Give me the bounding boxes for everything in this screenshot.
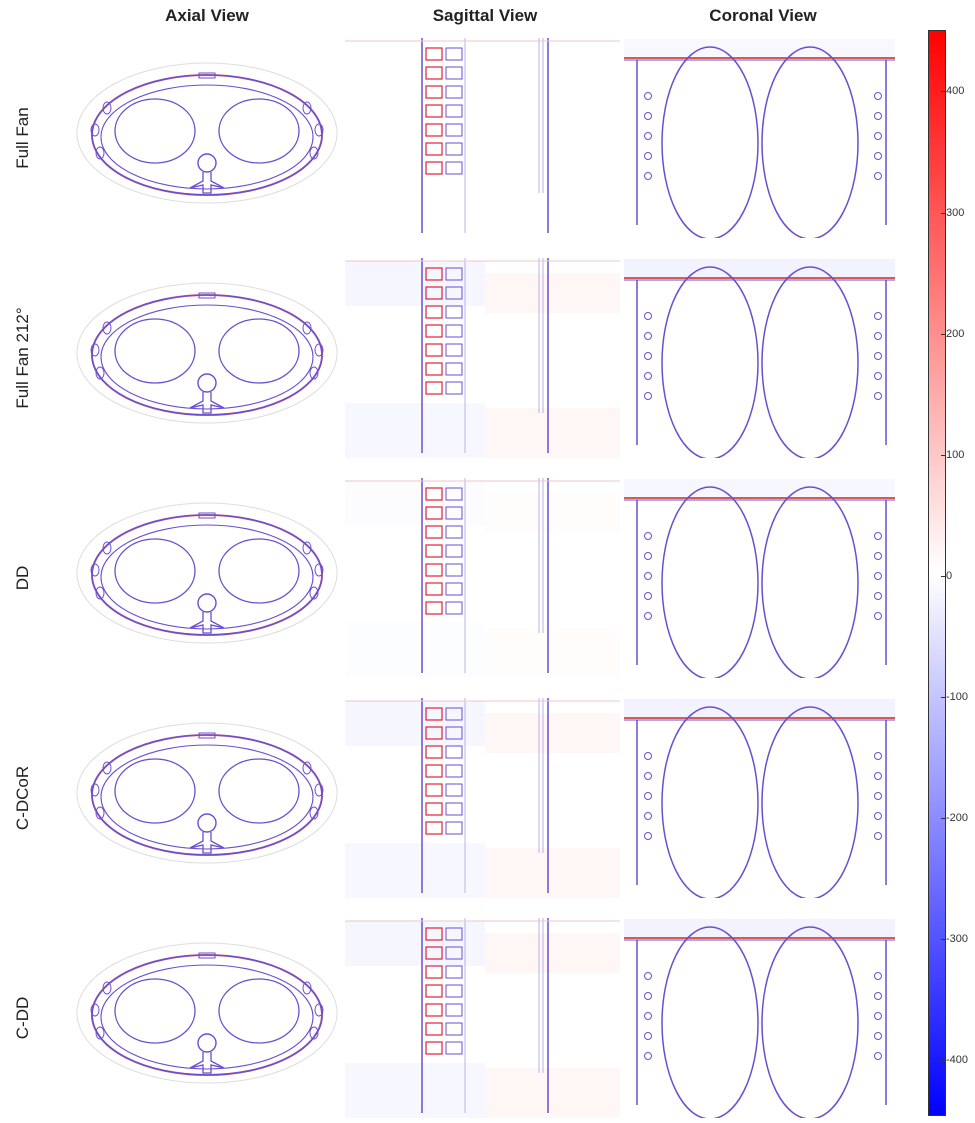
column-title-coronal: Coronal View <box>709 6 817 25</box>
panel-sagittal-row-1 <box>345 38 620 233</box>
panel-sagittal-row-2 <box>345 258 620 458</box>
panel-coronal-row-2 <box>624 259 895 458</box>
row-label-full-fan: Full Fan <box>13 107 32 169</box>
panel-axial-row-3 <box>76 502 338 644</box>
row-label-dd: DD <box>13 565 32 591</box>
colorbar <box>928 30 946 1116</box>
colorbar-tick-label: 100 <box>940 449 965 461</box>
colorbar-tick-label: -300 <box>940 933 969 945</box>
panel-coronal-row-3 <box>624 479 895 678</box>
panel-axial-row-4 <box>76 722 338 864</box>
row-label-c-dcor: C-DCoR <box>13 765 32 831</box>
colorbar-tick-label: 0 <box>940 570 953 582</box>
panel-sagittal-row-3 <box>345 478 620 673</box>
column-title-axial: Axial View <box>165 6 249 25</box>
colorbar-tick-label: -200 <box>940 812 969 824</box>
panel-coronal-row-4 <box>624 699 895 898</box>
column-title-sagittal: Sagittal View <box>432 6 538 25</box>
row-label-c-dd: C-DD <box>13 996 32 1040</box>
colorbar-tick-label: 300 <box>940 207 965 219</box>
panel-coronal-row-5 <box>624 919 895 1118</box>
colorbar-tick-label: 200 <box>940 328 965 340</box>
colorbar-tick-label: -400 <box>940 1054 969 1066</box>
panel-axial-row-2 <box>76 282 338 424</box>
colorbar-tick-label: 400 <box>940 85 965 97</box>
panel-axial-row-5 <box>76 942 338 1084</box>
row-label-full-fan-212: Full Fan 212° <box>13 307 32 409</box>
colorbar-tick-label: -100 <box>940 691 969 703</box>
panel-sagittal-row-5 <box>345 918 620 1118</box>
panel-coronal-row-1 <box>624 39 895 238</box>
panel-axial-row-1 <box>76 62 338 204</box>
panel-sagittal-row-4 <box>345 698 620 898</box>
